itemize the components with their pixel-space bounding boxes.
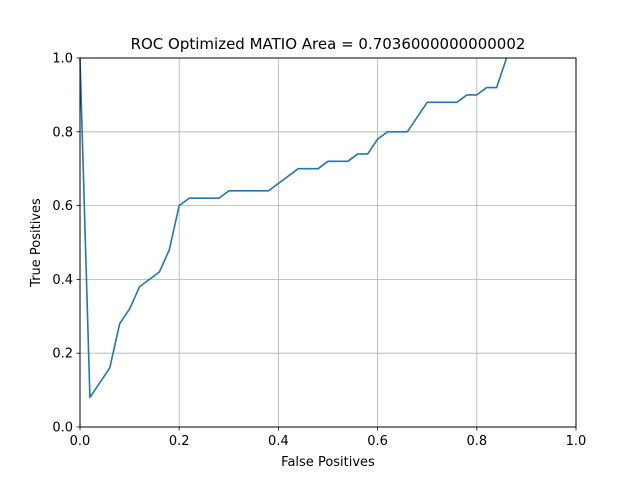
y-tick-label: 0.0 [52,421,73,436]
y-tick-label: 1.0 [52,52,73,67]
grid [79,57,577,428]
x-tick-label: 0.4 [268,434,289,449]
chart-title: ROC Optimized MATIO Area = 0.70360000000… [131,35,526,53]
x-tick-label: 0.6 [367,434,388,449]
y-axis: 0.0 0.2 0.4 0.6 0.8 1.0 [52,52,80,436]
x-tick-label: 0.8 [466,434,487,449]
x-axis-label: False Positives [281,455,375,470]
x-axis: 0.0 0.2 0.4 0.6 0.8 1.0 [70,427,587,449]
plot-frame [79,57,577,428]
y-tick-label: 0.2 [52,347,73,362]
x-tick-label: 0.0 [70,434,91,449]
x-tick-label: 0.2 [169,434,190,449]
roc-curve-line [79,57,508,399]
y-axis-label: True Positives [29,198,44,288]
series-layer [79,57,508,399]
x-tick-label: 1.0 [566,434,587,449]
y-tick-label: 0.6 [52,199,73,214]
y-tick-label: 0.4 [52,273,73,288]
y-tick-label: 0.8 [52,125,73,140]
